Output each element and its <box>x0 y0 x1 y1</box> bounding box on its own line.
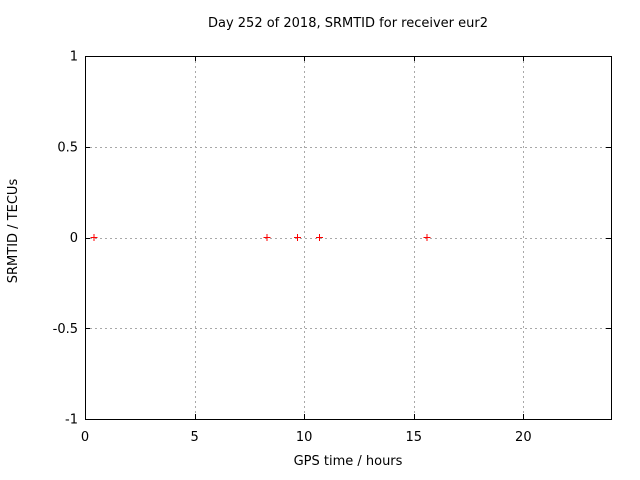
x-tick-label: 0 <box>81 430 89 445</box>
x-tick-label: 15 <box>405 430 422 445</box>
y-tick-label: 0.5 <box>57 140 78 155</box>
x-axis-label: GPS time / hours <box>293 454 403 469</box>
y-tick-label: 0 <box>70 231 78 246</box>
y-tick-label: 1 <box>70 50 78 65</box>
x-tick-label: 10 <box>296 430 313 445</box>
x-tick-label: 5 <box>190 430 198 445</box>
chart-title: Day 252 of 2018, SRMTID for receiver eur… <box>207 16 489 31</box>
x-tick-label: 20 <box>515 430 532 445</box>
y-tick-label: -1 <box>65 413 78 428</box>
plot-border <box>85 56 612 420</box>
y-tick-label: -0.5 <box>53 322 78 337</box>
